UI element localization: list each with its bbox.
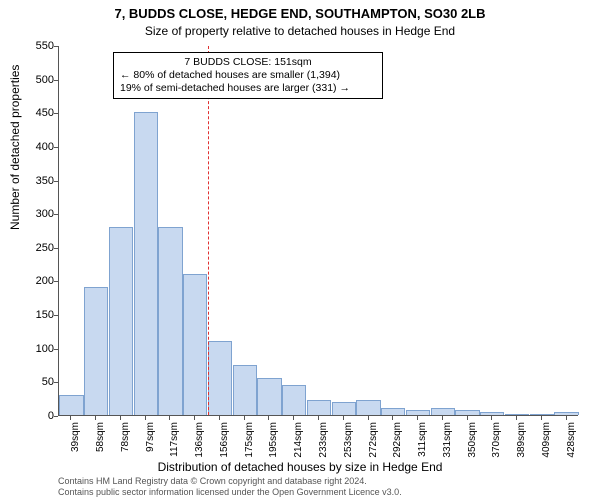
x-tick-mark <box>169 416 170 420</box>
x-tick-label: 272sqm <box>368 422 379 472</box>
histogram-bar <box>406 410 430 415</box>
x-tick-label: 195sqm <box>268 422 279 472</box>
x-tick-label: 311sqm <box>417 422 428 472</box>
x-tick-mark <box>194 416 195 420</box>
y-tick-label: 0 <box>14 410 54 422</box>
x-tick-label: 175sqm <box>244 422 255 472</box>
histogram-bar <box>59 395 83 415</box>
y-tick-mark <box>54 416 58 417</box>
histogram-bar <box>84 287 108 415</box>
y-tick-label: 100 <box>14 343 54 355</box>
y-tick-mark <box>54 281 58 282</box>
x-tick-label: 292sqm <box>392 422 403 472</box>
annotation-line: 19% of semi-detached houses are larger (… <box>120 82 376 95</box>
x-tick-mark <box>467 416 468 420</box>
histogram-bar <box>480 412 504 415</box>
histogram-bar <box>455 410 479 415</box>
x-tick-mark <box>219 416 220 420</box>
y-tick-mark <box>54 248 58 249</box>
y-tick-mark <box>54 46 58 47</box>
histogram-bar <box>505 414 529 415</box>
chart-footer: Contains HM Land Registry data © Crown c… <box>58 476 578 498</box>
chart-container: 7, BUDDS CLOSE, HEDGE END, SOUTHAMPTON, … <box>0 0 600 500</box>
x-tick-mark <box>244 416 245 420</box>
x-tick-label: 331sqm <box>442 422 453 472</box>
histogram-bar <box>530 414 554 415</box>
x-tick-mark <box>392 416 393 420</box>
x-tick-mark <box>541 416 542 420</box>
y-tick-label: 400 <box>14 141 54 153</box>
x-tick-mark <box>368 416 369 420</box>
x-tick-mark <box>268 416 269 420</box>
histogram-bar <box>233 365 257 415</box>
y-tick-label: 300 <box>14 208 54 220</box>
histogram-bar <box>307 400 331 415</box>
y-tick-label: 550 <box>14 40 54 52</box>
x-tick-label: 39sqm <box>70 422 81 472</box>
x-tick-mark <box>417 416 418 420</box>
x-tick-label: 117sqm <box>169 422 180 472</box>
x-tick-label: 253sqm <box>343 422 354 472</box>
histogram-bar <box>356 400 380 415</box>
x-tick-label: 78sqm <box>120 422 131 472</box>
reference-line <box>208 46 209 415</box>
x-tick-label: 156sqm <box>219 422 230 472</box>
y-tick-label: 150 <box>14 309 54 321</box>
histogram-bar <box>158 227 182 415</box>
histogram-bar <box>134 112 158 415</box>
annotation-line: 7 BUDDS CLOSE: 151sqm <box>120 56 376 69</box>
x-tick-mark <box>120 416 121 420</box>
y-tick-mark <box>54 147 58 148</box>
x-tick-label: 350sqm <box>467 422 478 472</box>
x-tick-label: 58sqm <box>95 422 106 472</box>
plot-area: 7 BUDDS CLOSE: 151sqm← 80% of detached h… <box>58 46 578 416</box>
footer-line-2: Contains public sector information licen… <box>58 487 578 498</box>
x-tick-mark <box>318 416 319 420</box>
histogram-bar <box>282 385 306 415</box>
x-tick-label: 370sqm <box>491 422 502 472</box>
y-tick-label: 450 <box>14 107 54 119</box>
histogram-bar <box>431 408 455 415</box>
x-tick-mark <box>70 416 71 420</box>
y-tick-mark <box>54 315 58 316</box>
y-tick-label: 200 <box>14 275 54 287</box>
x-tick-mark <box>442 416 443 420</box>
histogram-bar <box>332 402 356 415</box>
histogram-bar <box>554 412 578 415</box>
y-tick-label: 50 <box>14 376 54 388</box>
x-tick-mark <box>566 416 567 420</box>
y-tick-mark <box>54 181 58 182</box>
x-tick-label: 233sqm <box>318 422 329 472</box>
x-tick-label: 409sqm <box>541 422 552 472</box>
histogram-bar <box>109 227 133 415</box>
y-tick-label: 500 <box>14 74 54 86</box>
footer-line-1: Contains HM Land Registry data © Crown c… <box>58 476 578 487</box>
x-tick-label: 136sqm <box>194 422 205 472</box>
histogram-bar <box>257 378 281 415</box>
x-tick-mark <box>343 416 344 420</box>
chart-title-main: 7, BUDDS CLOSE, HEDGE END, SOUTHAMPTON, … <box>0 6 600 21</box>
annotation-box: 7 BUDDS CLOSE: 151sqm← 80% of detached h… <box>113 52 383 99</box>
y-tick-label: 350 <box>14 175 54 187</box>
histogram-bar <box>183 274 207 415</box>
x-tick-mark <box>95 416 96 420</box>
y-tick-mark <box>54 214 58 215</box>
annotation-line: ← 80% of detached houses are smaller (1,… <box>120 69 376 82</box>
x-tick-mark <box>145 416 146 420</box>
y-tick-mark <box>54 382 58 383</box>
x-tick-label: 214sqm <box>293 422 304 472</box>
histogram-bar <box>381 408 405 415</box>
x-tick-label: 97sqm <box>145 422 156 472</box>
y-tick-mark <box>54 349 58 350</box>
x-tick-mark <box>491 416 492 420</box>
x-tick-mark <box>516 416 517 420</box>
y-tick-label: 250 <box>14 242 54 254</box>
y-tick-mark <box>54 80 58 81</box>
y-tick-mark <box>54 113 58 114</box>
x-tick-mark <box>293 416 294 420</box>
x-tick-label: 389sqm <box>516 422 527 472</box>
histogram-bar <box>208 341 232 415</box>
x-tick-label: 428sqm <box>566 422 577 472</box>
chart-title-sub: Size of property relative to detached ho… <box>0 24 600 38</box>
